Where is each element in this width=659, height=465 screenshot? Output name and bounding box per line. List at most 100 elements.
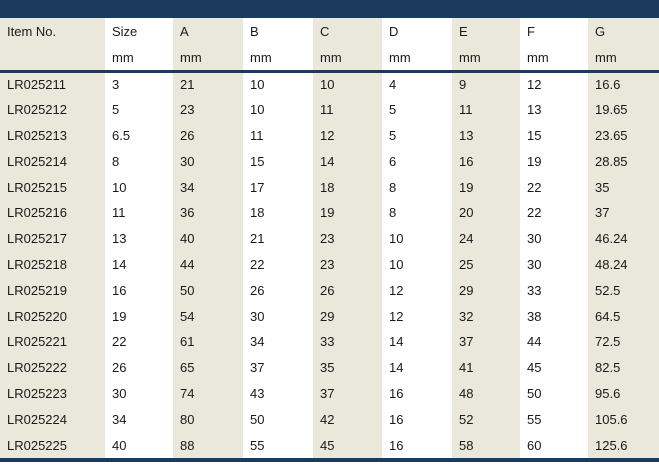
value-cell: 38 [527,308,542,324]
value-cell: 26 [112,360,127,376]
value-cell: 16 [459,153,474,169]
value-cell: 6.5 [112,127,131,143]
value-cell: 125.6 [595,437,628,453]
value-cell: 9 [459,77,467,93]
value-cell: 88 [180,437,195,453]
value-cell: 40 [180,231,195,247]
value-cell: 40 [112,437,127,453]
value-cell: 19 [459,179,474,195]
value-cell: 30 [250,308,265,324]
item-no-cell: LR025220 [7,308,67,324]
col-header-f: F [527,24,535,39]
table-row: LR025211 3 21 10 10 4 9 12 16.6 [0,71,659,97]
table-row: LR025218 14 44 22 23 10 25 30 48.24 [0,252,659,278]
value-cell: 22 [527,179,542,195]
value-cell: 22 [527,205,542,221]
col-unit-d: mm [382,45,452,73]
value-cell: 30 [527,231,542,247]
value-cell: 8 [389,179,397,195]
table-body: LR025211 3 21 10 10 4 9 12 16.6 LR025212 5 23 10 11 5 1… [0,71,659,458]
col-header-d: D [389,24,399,39]
value-cell: 45 [527,360,542,376]
col-unit-b: mm [243,45,313,73]
value-cell: 12 [527,77,542,93]
col-unit-a: mm [173,45,243,73]
value-cell: 8 [112,153,120,169]
value-cell: 29 [459,282,474,298]
item-no-cell: LR025216 [7,205,67,221]
value-cell: 95.6 [595,385,621,401]
table-row: LR025217 13 40 21 23 10 24 30 46.24 [0,226,659,252]
value-cell: 20 [459,205,474,221]
value-cell: 72.5 [595,334,621,350]
value-cell: 61 [180,334,195,350]
value-cell: 16 [389,411,404,427]
value-cell: 3 [112,77,120,93]
value-cell: 50 [180,282,195,298]
value-cell: 50 [250,411,265,427]
value-cell: 18 [320,179,335,195]
item-no-cell: LR025222 [7,360,67,376]
value-cell: 58 [459,437,474,453]
value-cell: 10 [112,179,127,195]
value-cell: 23 [180,102,195,118]
item-no-cell: LR025215 [7,179,67,195]
table-row: LR025224 34 80 50 42 16 52 55 105.6 [0,406,659,432]
value-cell: 52.5 [595,282,621,298]
value-cell: 65 [180,360,195,376]
value-cell: 17 [250,179,265,195]
item-no-cell: LR025212 [7,102,67,118]
value-cell: 5 [389,127,397,143]
value-cell: 14 [389,360,404,376]
value-cell: 55 [527,411,542,427]
value-cell: 30 [112,385,127,401]
value-cell: 15 [527,127,542,143]
value-cell: 5 [389,102,397,118]
item-no-cell: LR025219 [7,282,67,298]
col-header-b: B [250,24,259,39]
col-header-c: C [320,24,330,39]
table-top-bar [0,0,659,18]
col-unit-size: mm [105,45,173,73]
value-cell: 37 [595,205,610,221]
item-no-cell: LR025211 [7,77,67,93]
value-cell: 16 [112,282,127,298]
value-cell: 10 [250,102,265,118]
value-cell: 44 [180,256,195,272]
value-cell: 21 [250,231,265,247]
value-cell: 22 [250,256,265,272]
value-cell: 12 [320,127,335,143]
col-header-e: E [459,24,468,39]
value-cell: 32 [459,308,474,324]
item-no-cell: LR025223 [7,385,67,401]
value-cell: 13 [527,102,542,118]
value-cell: 21 [180,77,195,93]
col-unit-g: mm [588,45,659,73]
col-header-item-no: Item No. [7,24,57,39]
value-cell: 52 [459,411,474,427]
value-cell: 23 [320,231,335,247]
table-header: Item No. Size A B C D E F G mm mm mm mm … [0,18,659,73]
value-cell: 26 [250,282,265,298]
value-cell: 14 [389,334,404,350]
value-cell: 19 [320,205,335,221]
value-cell: 105.6 [595,411,628,427]
col-unit-e: mm [452,45,520,73]
value-cell: 4 [389,77,397,93]
value-cell: 23.65 [595,127,628,143]
table-bottom-bar [0,457,659,462]
value-cell: 11 [250,127,264,143]
value-cell: 34 [112,411,127,427]
value-cell: 28.85 [595,153,628,169]
value-cell: 34 [180,179,195,195]
value-cell: 16 [389,385,404,401]
header-unit-row: mm mm mm mm mm mm mm mm [0,45,659,73]
col-header-g: G [595,24,606,39]
value-cell: 35 [320,360,335,376]
value-cell: 25 [459,256,474,272]
value-cell: 10 [250,77,265,93]
value-cell: 14 [112,256,127,272]
value-cell: 41 [459,360,474,376]
value-cell: 19 [112,308,127,324]
